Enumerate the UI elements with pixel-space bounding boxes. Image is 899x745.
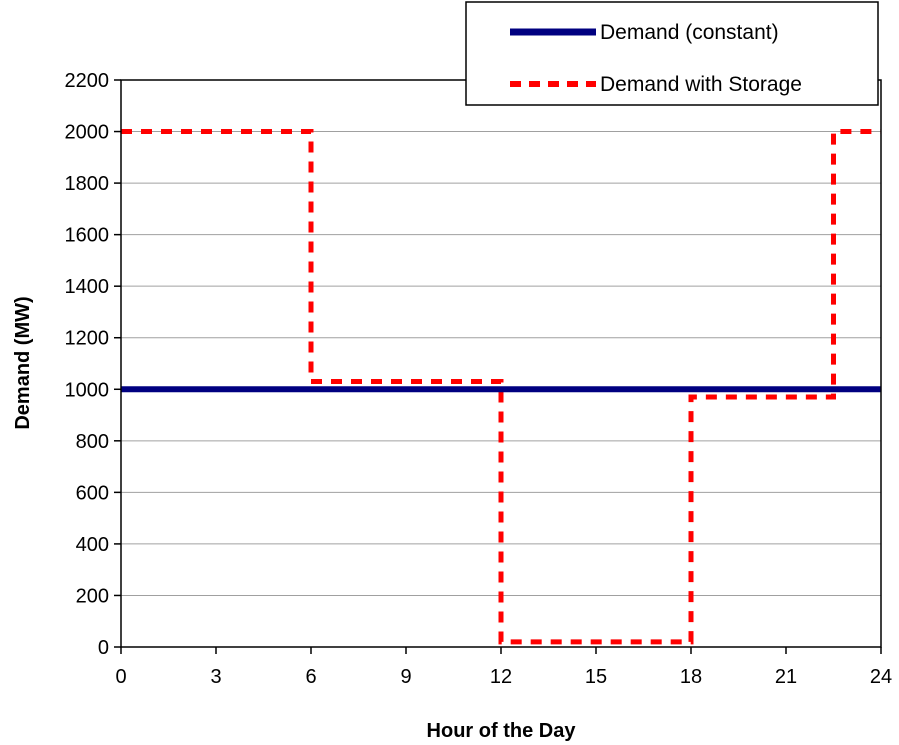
y-tick-label-0: 0 bbox=[98, 637, 109, 659]
y-tick-label-1000: 1000 bbox=[65, 379, 110, 401]
legend-label-constant: Demand (constant) bbox=[600, 21, 779, 44]
legend: Demand (constant) Demand with Storage bbox=[465, 1, 879, 106]
x-tick-label-0: 0 bbox=[115, 666, 126, 688]
series-line-demand-with-storage bbox=[121, 129, 881, 645]
y-tick-label-1600: 1600 bbox=[65, 225, 110, 247]
y-tick-label-2200: 2200 bbox=[65, 70, 110, 92]
x-tick-label-15: 15 bbox=[585, 666, 607, 688]
x-tick-label-6: 6 bbox=[305, 666, 316, 688]
x-axis-ticks: 0 3 6 9 12 15 18 21 24 bbox=[115, 647, 892, 688]
y-tick-label-2000: 2000 bbox=[65, 122, 110, 144]
x-tick-label-24: 24 bbox=[870, 666, 892, 688]
legend-box bbox=[465, 1, 879, 106]
y-tick-label-1400: 1400 bbox=[65, 276, 110, 298]
x-tick-label-21: 21 bbox=[775, 666, 797, 688]
y-axis-ticks: 0 200 400 600 800 1000 1200 1400 1600 1800 2000 220… bbox=[65, 70, 121, 659]
legend-label-storage: Demand with Storage bbox=[600, 73, 802, 96]
x-axis-title: Hour of the Day bbox=[427, 720, 577, 742]
x-tick-label-3: 3 bbox=[210, 666, 221, 688]
y-tick-label-800: 800 bbox=[76, 431, 109, 453]
x-tick-label-12: 12 bbox=[490, 666, 512, 688]
y-axis-title: Demand (MW) bbox=[12, 296, 34, 429]
x-tick-label-18: 18 bbox=[680, 666, 702, 688]
y-tick-label-1800: 1800 bbox=[65, 173, 110, 195]
series-layer bbox=[121, 129, 881, 645]
x-tick-label-9: 9 bbox=[400, 666, 411, 688]
y-tick-label-600: 600 bbox=[76, 482, 109, 504]
y-tick-label-400: 400 bbox=[76, 534, 109, 556]
y-tick-label-200: 200 bbox=[76, 585, 109, 607]
y-tick-label-1200: 1200 bbox=[65, 328, 110, 350]
